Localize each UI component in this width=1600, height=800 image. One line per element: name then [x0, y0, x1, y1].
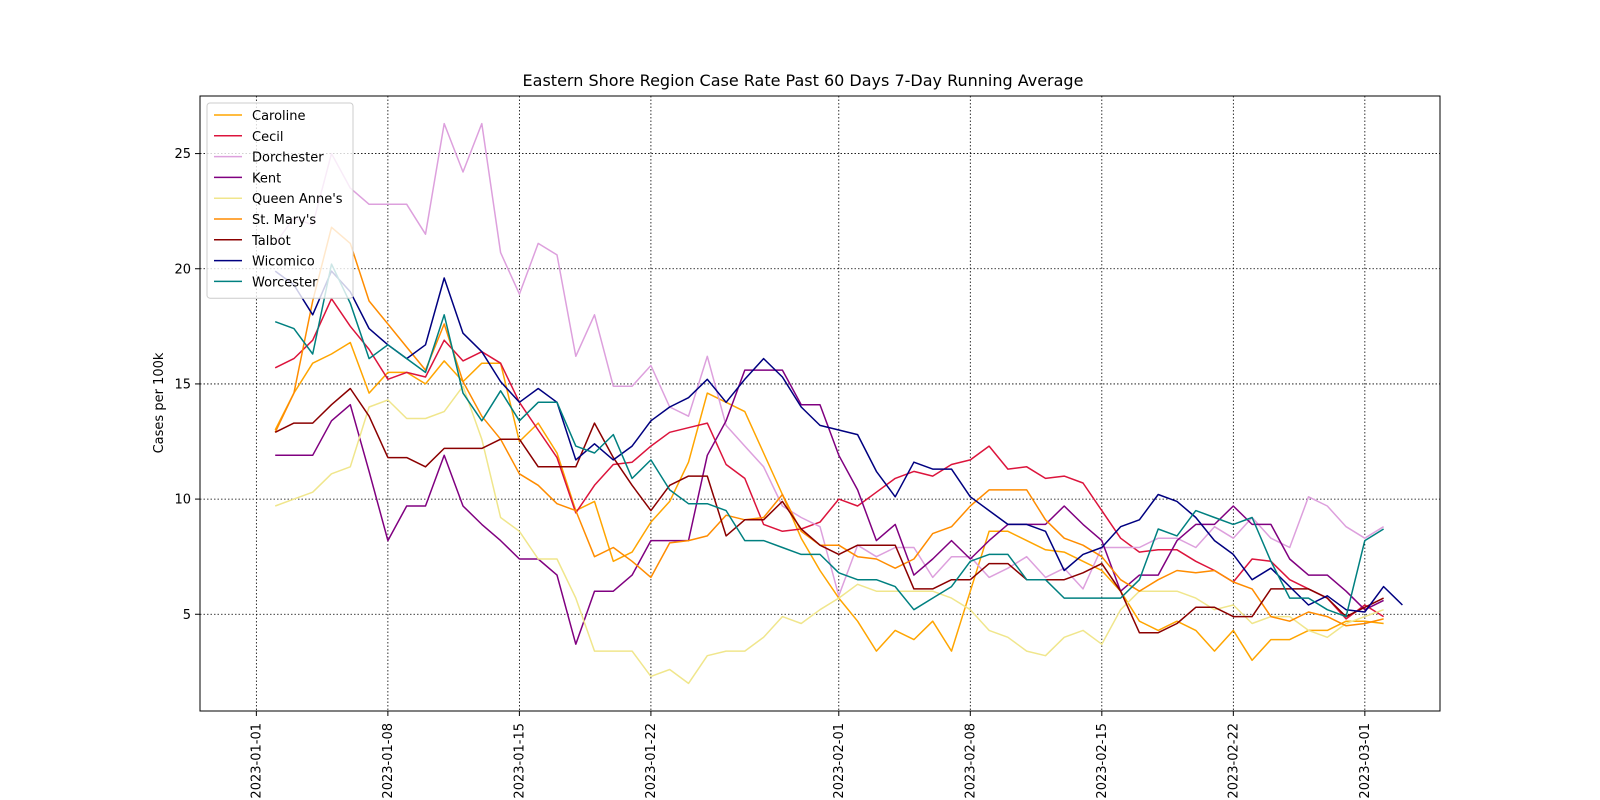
chart-title: Eastern Shore Region Case Rate Past 60 D…	[523, 71, 1084, 90]
x-tick-label: 2023-01-08	[381, 723, 396, 799]
legend-label-cecil: Cecil	[252, 130, 283, 145]
x-tick-label: 2023-02-08	[963, 723, 978, 799]
series-line-cecil	[274, 297, 1384, 620]
series-line-st-mary-s	[274, 226, 1384, 627]
series-line-wicomico	[274, 270, 1403, 613]
x-tick-label: 2023-02-01	[832, 723, 847, 799]
grid-layer	[200, 96, 1440, 711]
series-line-kent	[275, 369, 1384, 645]
y-tick-label: 5	[183, 608, 191, 623]
legend-box	[206, 102, 354, 299]
series-line-queen-anne-s	[274, 385, 1384, 685]
x-tick-label: 2023-01-15	[512, 723, 527, 799]
y-tick-label: 10	[174, 493, 191, 508]
legend-label-talbot: Talbot	[251, 234, 291, 249]
x-tick-label: 2023-02-15	[1095, 723, 1110, 799]
x-tick-label: 2023-03-01	[1358, 723, 1373, 799]
legend-label-worcester: Worcester	[252, 275, 318, 290]
legend-label-queen-anne-s: Queen Anne's	[252, 192, 343, 207]
series-line-talbot	[274, 387, 1384, 634]
x-tick-label: 2023-01-01	[249, 723, 264, 799]
y-tick-label: 25	[174, 147, 191, 162]
series-layer	[274, 122, 1403, 685]
series-line-worcester	[274, 263, 1384, 618]
legend-label-wicomico: Wicomico	[252, 255, 315, 270]
y-axis-label: Cases per 100k	[152, 352, 167, 453]
y-tick-label: 20	[174, 262, 191, 277]
plot-area-frame	[199, 95, 1441, 712]
y-tick-label: 15	[174, 377, 191, 392]
legend-label-st-mary-s: St. Mary's	[252, 213, 316, 228]
y-axis: 5 10 15 20 25	[174, 147, 200, 623]
legend-label-kent: Kent	[252, 171, 281, 186]
series-line-dorchester	[274, 122, 1384, 597]
x-axis: 2023-01-01 2023-01-08 2023-01-15 2023-01-22…	[249, 711, 1373, 799]
legend-label-dorchester: Dorchester	[252, 151, 324, 166]
legend: Caroline Cecil Dorchester Kent Queen Anne's S…	[206, 102, 354, 299]
legend-label-caroline: Caroline	[252, 109, 306, 124]
x-tick-label: 2023-02-22	[1226, 723, 1241, 799]
x-tick-label: 2023-01-22	[644, 723, 659, 799]
